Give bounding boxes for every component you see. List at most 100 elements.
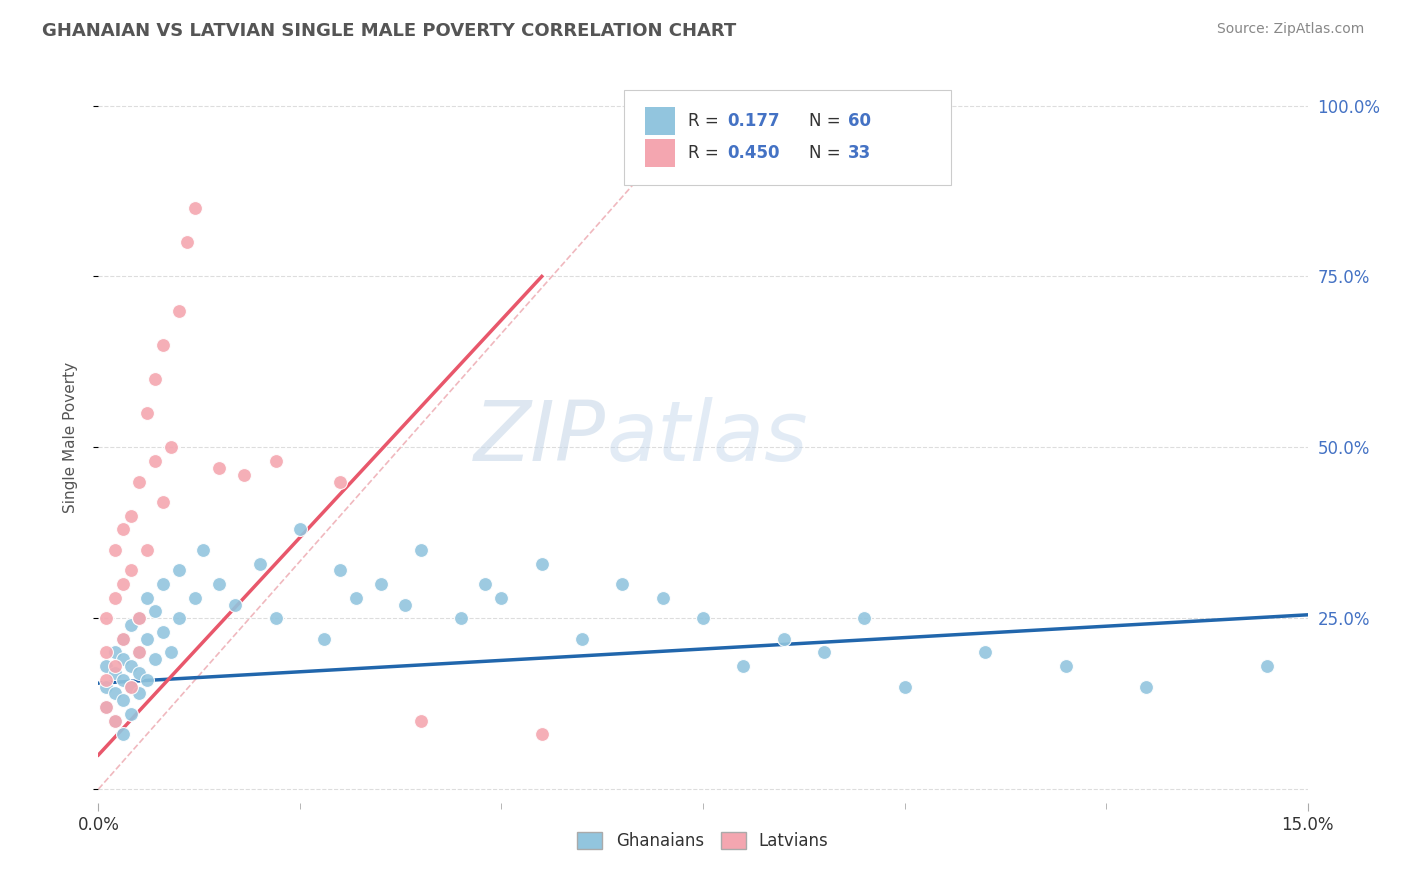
Point xyxy=(409,542,432,557)
Point xyxy=(135,632,157,646)
Point xyxy=(176,235,198,250)
Point xyxy=(120,618,142,632)
Point xyxy=(128,645,150,659)
Point xyxy=(103,714,125,728)
Point xyxy=(344,591,367,605)
Point xyxy=(103,665,125,680)
Point xyxy=(264,611,287,625)
Point xyxy=(160,440,183,454)
Point xyxy=(394,598,416,612)
Point xyxy=(167,303,190,318)
Point xyxy=(813,645,835,659)
Point xyxy=(143,372,166,386)
Point xyxy=(184,201,207,215)
Point xyxy=(450,611,472,625)
Text: atlas: atlas xyxy=(606,397,808,477)
Point xyxy=(314,632,336,646)
Point xyxy=(128,645,150,659)
FancyBboxPatch shape xyxy=(645,139,675,167)
Point xyxy=(160,645,183,659)
Text: GHANAIAN VS LATVIAN SINGLE MALE POVERTY CORRELATION CHART: GHANAIAN VS LATVIAN SINGLE MALE POVERTY … xyxy=(42,22,737,40)
Point xyxy=(370,577,392,591)
Point xyxy=(232,467,254,482)
Point xyxy=(772,632,794,646)
Point xyxy=(329,475,352,489)
Point xyxy=(103,645,125,659)
Point xyxy=(152,338,174,352)
Point xyxy=(111,727,134,741)
Point xyxy=(152,577,174,591)
Point xyxy=(135,542,157,557)
Text: 0.177: 0.177 xyxy=(727,112,780,130)
Point xyxy=(111,632,134,646)
Text: 60: 60 xyxy=(848,112,872,130)
Point xyxy=(128,611,150,625)
Point xyxy=(288,522,311,536)
Point xyxy=(1256,659,1278,673)
Point xyxy=(208,577,231,591)
Point xyxy=(249,557,271,571)
Point xyxy=(264,454,287,468)
Point xyxy=(474,577,496,591)
Point xyxy=(111,673,134,687)
Point xyxy=(120,508,142,523)
Point xyxy=(96,700,118,714)
Point xyxy=(329,563,352,577)
Point xyxy=(193,542,215,557)
Point xyxy=(135,591,157,605)
Point xyxy=(103,714,125,728)
Point xyxy=(103,686,125,700)
Point xyxy=(974,645,997,659)
Text: N =: N = xyxy=(810,112,846,130)
Point xyxy=(111,577,134,591)
Point xyxy=(184,591,207,605)
Text: Source: ZipAtlas.com: Source: ZipAtlas.com xyxy=(1216,22,1364,37)
Point xyxy=(120,680,142,694)
Point xyxy=(208,460,231,475)
Point xyxy=(111,522,134,536)
Point xyxy=(167,563,190,577)
Point xyxy=(530,557,553,571)
Point xyxy=(103,659,125,673)
Point xyxy=(111,632,134,646)
Point xyxy=(135,406,157,420)
Text: R =: R = xyxy=(689,112,724,130)
Text: N =: N = xyxy=(810,145,846,162)
Point xyxy=(530,727,553,741)
Text: 0.450: 0.450 xyxy=(727,145,780,162)
Point xyxy=(96,673,118,687)
Point xyxy=(96,611,118,625)
Point xyxy=(103,542,125,557)
Point xyxy=(128,665,150,680)
Point xyxy=(893,680,915,694)
Point xyxy=(143,604,166,618)
Point xyxy=(96,659,118,673)
Point xyxy=(128,611,150,625)
Point xyxy=(409,714,432,728)
Point xyxy=(120,706,142,721)
Point xyxy=(135,673,157,687)
Text: R =: R = xyxy=(689,145,724,162)
Point xyxy=(128,686,150,700)
Point xyxy=(651,591,673,605)
FancyBboxPatch shape xyxy=(624,90,950,185)
Point xyxy=(111,693,134,707)
Point xyxy=(103,591,125,605)
Point xyxy=(224,598,246,612)
Point xyxy=(120,680,142,694)
Text: 33: 33 xyxy=(848,145,872,162)
Point xyxy=(152,624,174,639)
Point xyxy=(571,632,593,646)
Point xyxy=(853,611,876,625)
Point xyxy=(491,591,513,605)
Y-axis label: Single Male Poverty: Single Male Poverty xyxy=(63,361,77,513)
Point xyxy=(96,700,118,714)
Point xyxy=(96,680,118,694)
FancyBboxPatch shape xyxy=(645,107,675,135)
Point xyxy=(120,659,142,673)
Point xyxy=(120,563,142,577)
Legend: Ghanaians, Latvians: Ghanaians, Latvians xyxy=(571,825,835,856)
Point xyxy=(143,454,166,468)
Point xyxy=(692,611,714,625)
Point xyxy=(167,611,190,625)
